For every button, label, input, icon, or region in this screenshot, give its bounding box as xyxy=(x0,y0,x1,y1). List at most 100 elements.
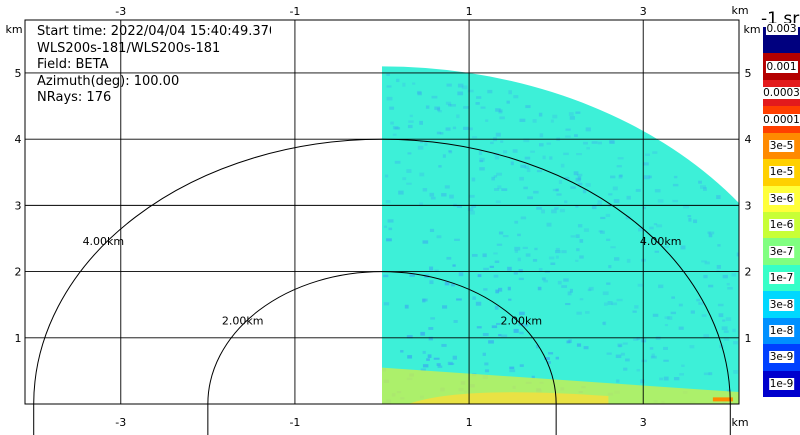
beta-speckle xyxy=(524,165,530,169)
beta-speckle xyxy=(638,227,644,232)
beta-speckle xyxy=(731,273,737,277)
info-box: Start time: 2022/04/04 15:40:49.370 WLS2… xyxy=(37,24,271,107)
beta-speckle xyxy=(434,269,439,272)
beta-speckle xyxy=(519,176,524,181)
beta-speckle xyxy=(556,193,562,196)
beta-speckle xyxy=(534,247,538,251)
beta-speckle xyxy=(643,175,650,180)
beta-speckle xyxy=(475,102,480,105)
beta-speckle xyxy=(461,85,468,90)
beta-speckle xyxy=(568,112,574,116)
beta-speckle xyxy=(525,253,531,257)
beta-speckle xyxy=(420,331,426,336)
beta-speckle xyxy=(468,127,473,131)
beta-speckle xyxy=(564,200,568,204)
range-rings: 2.00km 2.00km 4.00km 4.00km xyxy=(33,138,731,435)
beta-speckle xyxy=(597,200,603,204)
colorbar-label: 0.001 xyxy=(765,60,798,73)
beta-speckle xyxy=(570,186,576,189)
beta-speckle xyxy=(683,205,690,209)
beta-speckle xyxy=(520,164,527,168)
x-tick-label-bottom: -3 xyxy=(115,416,126,429)
beta-speckle xyxy=(752,311,758,314)
beta-speckle xyxy=(519,118,526,122)
y-tick-label-left: 1 xyxy=(15,332,22,345)
beta-speckle xyxy=(456,298,462,301)
beta-speckle xyxy=(475,301,482,306)
beta-speckle xyxy=(533,190,539,194)
beta-speckle xyxy=(476,96,482,99)
beta-speckle xyxy=(453,320,458,323)
beta-speckle xyxy=(626,258,631,263)
beta-speckle xyxy=(386,85,392,88)
beta-speckle xyxy=(524,156,531,160)
beta-speckle xyxy=(422,350,426,354)
beta-speckle xyxy=(427,354,432,358)
beta-speckle xyxy=(491,325,498,329)
beta-speckle xyxy=(448,150,453,154)
beta-speckle xyxy=(732,328,736,333)
beta-speckle xyxy=(535,344,540,349)
beta-speckle xyxy=(561,250,567,254)
beta-speckle xyxy=(448,150,452,153)
beta-speckle xyxy=(575,177,581,182)
beta-speckle xyxy=(733,341,738,345)
beta-speckle xyxy=(541,209,545,214)
beta-sector xyxy=(382,66,739,404)
range-ring xyxy=(207,271,557,435)
y-tick-label-left: 4 xyxy=(15,133,22,146)
beta-speckle xyxy=(598,230,603,233)
beta-speckle xyxy=(494,305,499,310)
beta-speckle xyxy=(611,302,618,306)
x-tick-label-top: 1 xyxy=(466,5,473,18)
beta-speckle xyxy=(577,176,582,181)
beta-speckle xyxy=(479,157,485,162)
beta-speckle xyxy=(663,346,668,350)
beta-speckle xyxy=(564,176,570,180)
beta-speckle xyxy=(577,224,583,228)
beta-speckle xyxy=(406,182,412,185)
beta-speckle xyxy=(509,369,516,373)
beta-speckle xyxy=(678,303,683,307)
beta-speckle xyxy=(570,235,576,238)
x-tick-label-bottom: 3 xyxy=(640,416,647,429)
beta-speckle xyxy=(456,205,462,208)
beta-speckle xyxy=(708,231,715,235)
beta-speckle xyxy=(433,357,440,360)
beta-speckle xyxy=(585,311,590,314)
beta-speckle xyxy=(458,272,464,277)
beta-speckle xyxy=(641,340,646,343)
beta-speckle xyxy=(489,265,494,268)
beta-speckle xyxy=(498,110,503,114)
beta-speckle xyxy=(446,256,452,260)
beta-speckle xyxy=(463,106,469,109)
beta-speckle xyxy=(555,188,559,192)
beta-speckle xyxy=(672,183,679,187)
beta-speckle xyxy=(606,352,612,355)
beta-speckle xyxy=(482,333,489,336)
beta-speckle xyxy=(422,364,429,368)
beta-speckle xyxy=(602,322,606,325)
beta-speckle xyxy=(386,238,392,242)
beta-speckle xyxy=(519,311,525,316)
beta-speckle xyxy=(703,187,707,191)
beta-speckle xyxy=(404,304,409,309)
beta-speckle xyxy=(707,231,711,234)
beta-speckle xyxy=(636,337,640,340)
beta-speckle xyxy=(563,278,569,282)
beta-speckle xyxy=(550,262,556,265)
beta-speckle xyxy=(716,195,721,200)
beta-speckle xyxy=(409,274,415,277)
beta-speckle xyxy=(467,207,474,212)
beta-speckle xyxy=(542,155,546,160)
beta-speckle xyxy=(419,202,424,206)
colorbar-label: 1e-7 xyxy=(768,272,795,285)
beta-field xyxy=(382,66,758,404)
beta-speckle xyxy=(409,114,413,118)
x-unit-top: km xyxy=(731,4,748,17)
beta-speckle xyxy=(514,250,518,253)
beta-speckle xyxy=(579,239,584,243)
surface-core xyxy=(408,392,609,404)
beta-speckle xyxy=(591,141,598,144)
beta-speckle xyxy=(457,83,464,88)
